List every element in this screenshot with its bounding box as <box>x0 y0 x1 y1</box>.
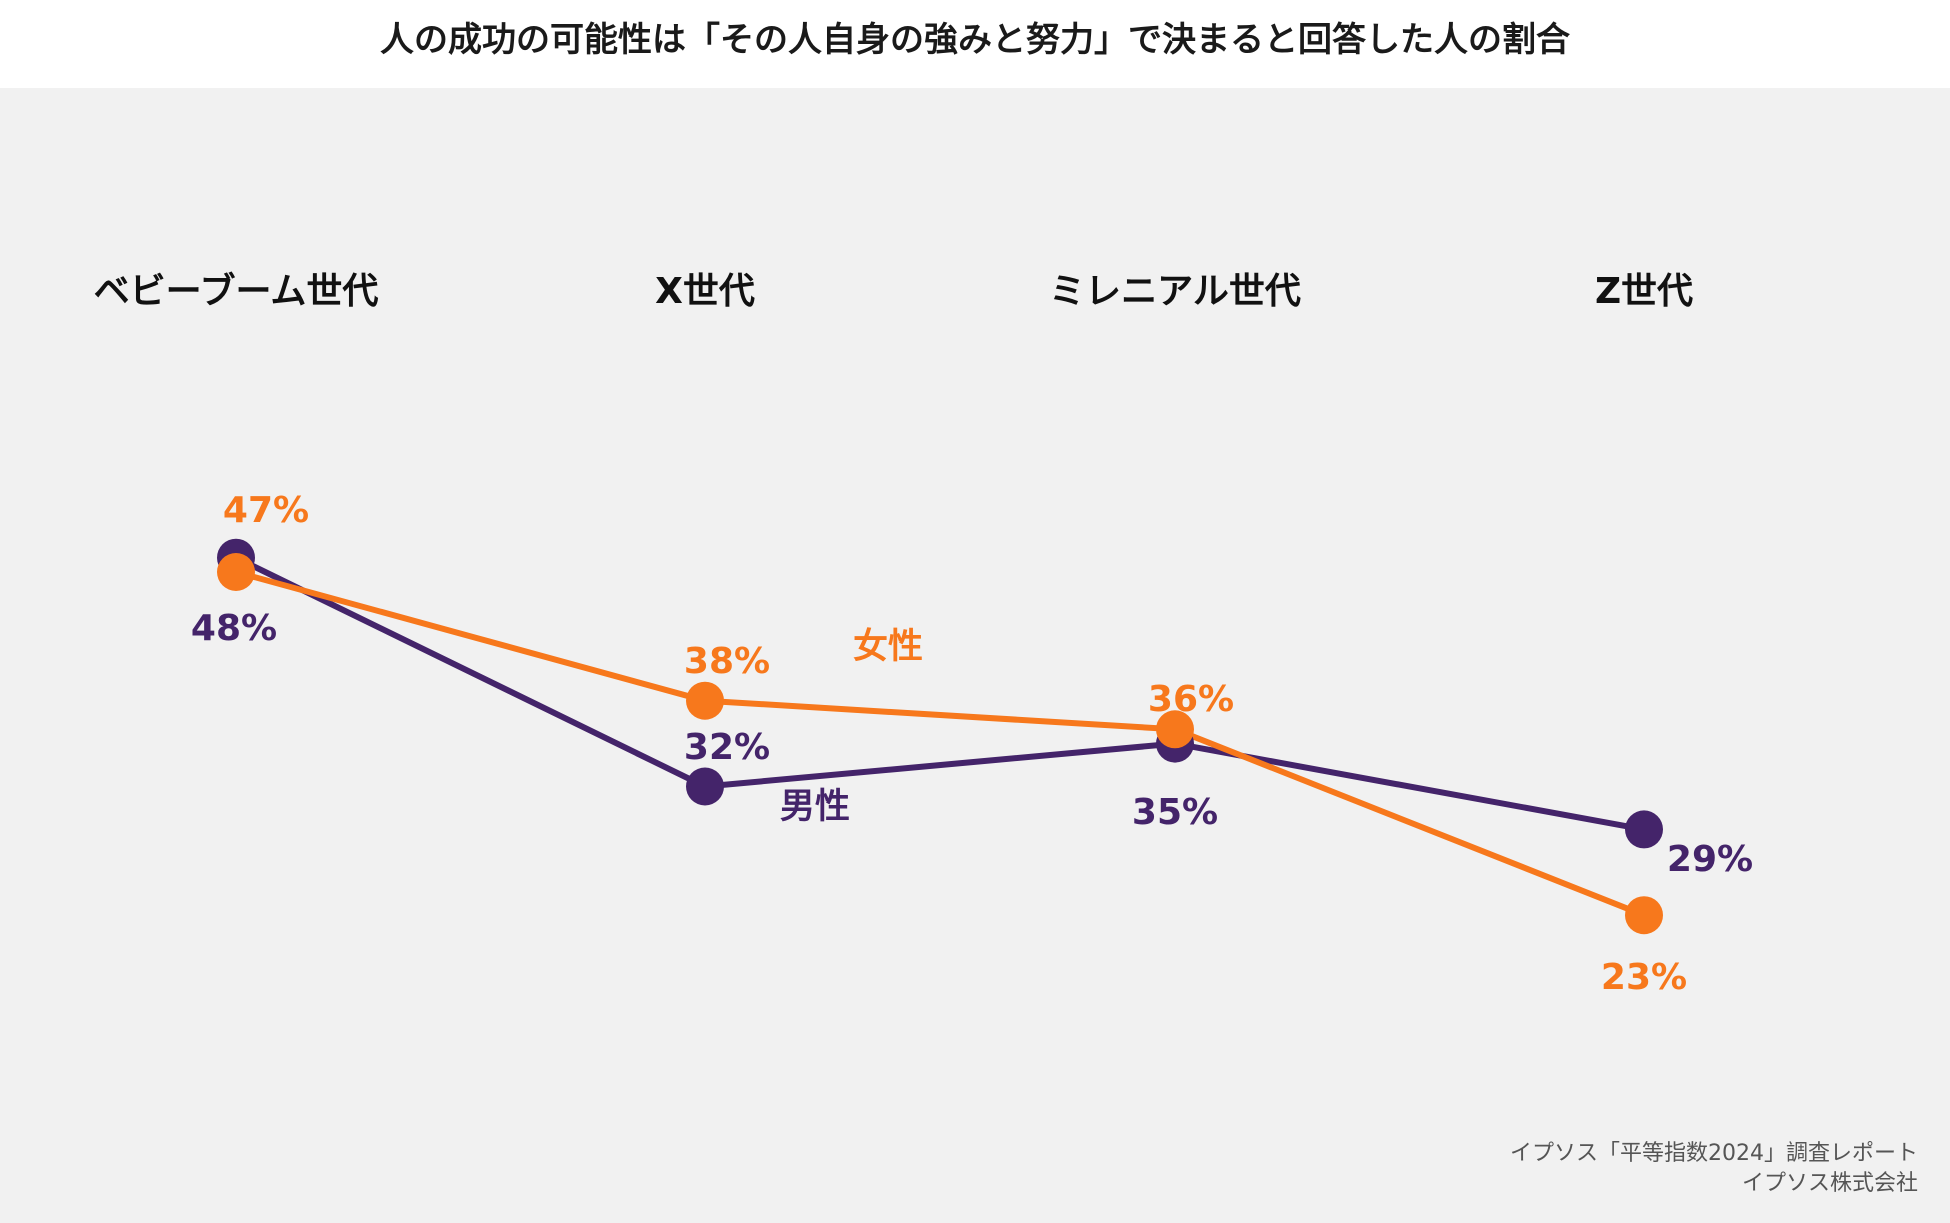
series-label-male: 男性 <box>780 787 851 827</box>
data-label-male-3: 29% <box>1666 839 1754 881</box>
series-line-female <box>235 569 1646 918</box>
data-label-female-3: 23% <box>1600 957 1688 999</box>
data-point-female-1 <box>686 681 724 720</box>
category-label-baby-boom: ベビーブーム世代 <box>93 271 379 312</box>
data-label-female-2: 36% <box>1147 679 1235 721</box>
title-bar: 人の成功の可能性は「その人自身の強みと努力」で決まると回答した人の割合 <box>0 0 1950 88</box>
data-label-male-0: 48% <box>190 607 278 649</box>
data-label-female-0: 47% <box>222 490 310 531</box>
category-label-gen-z: Z世代 <box>1594 271 1694 312</box>
data-point-male-3 <box>1625 810 1663 849</box>
category-label-millennial: ミレニアル世代 <box>1049 271 1301 312</box>
chart-svg <box>217 538 1663 935</box>
data-label-male-1: 32% <box>683 726 771 768</box>
data-point-male-1 <box>686 767 724 806</box>
data-point-female-2 <box>1156 710 1194 749</box>
series-line-male <box>234 555 1645 833</box>
source-line-2: イプソス株式会社 <box>1741 1171 1918 1196</box>
data-label-male-2: 35% <box>1131 791 1219 833</box>
series-label-female: 女性 <box>853 627 924 667</box>
data-point-female-3 <box>1625 896 1663 935</box>
data-label-female-1: 38% <box>683 640 771 682</box>
data-point-female-0 <box>217 553 255 591</box>
category-label-gen-x: X世代 <box>655 271 755 312</box>
chart-title: 人の成功の可能性は「その人自身の強みと努力」で決まると回答した人の割合 <box>380 20 1570 60</box>
source-line-1: イプソス「平等指数2024」調査レポート <box>1510 1141 1918 1166</box>
source-note: イプソス「平等指数2024」調査レポート イプソス株式会社 <box>1510 1139 1918 1199</box>
plot-area: ベビーブーム世代 X世代 ミレニアル世代 Z世代 48% 32% 35% 29%… <box>0 88 1950 1223</box>
